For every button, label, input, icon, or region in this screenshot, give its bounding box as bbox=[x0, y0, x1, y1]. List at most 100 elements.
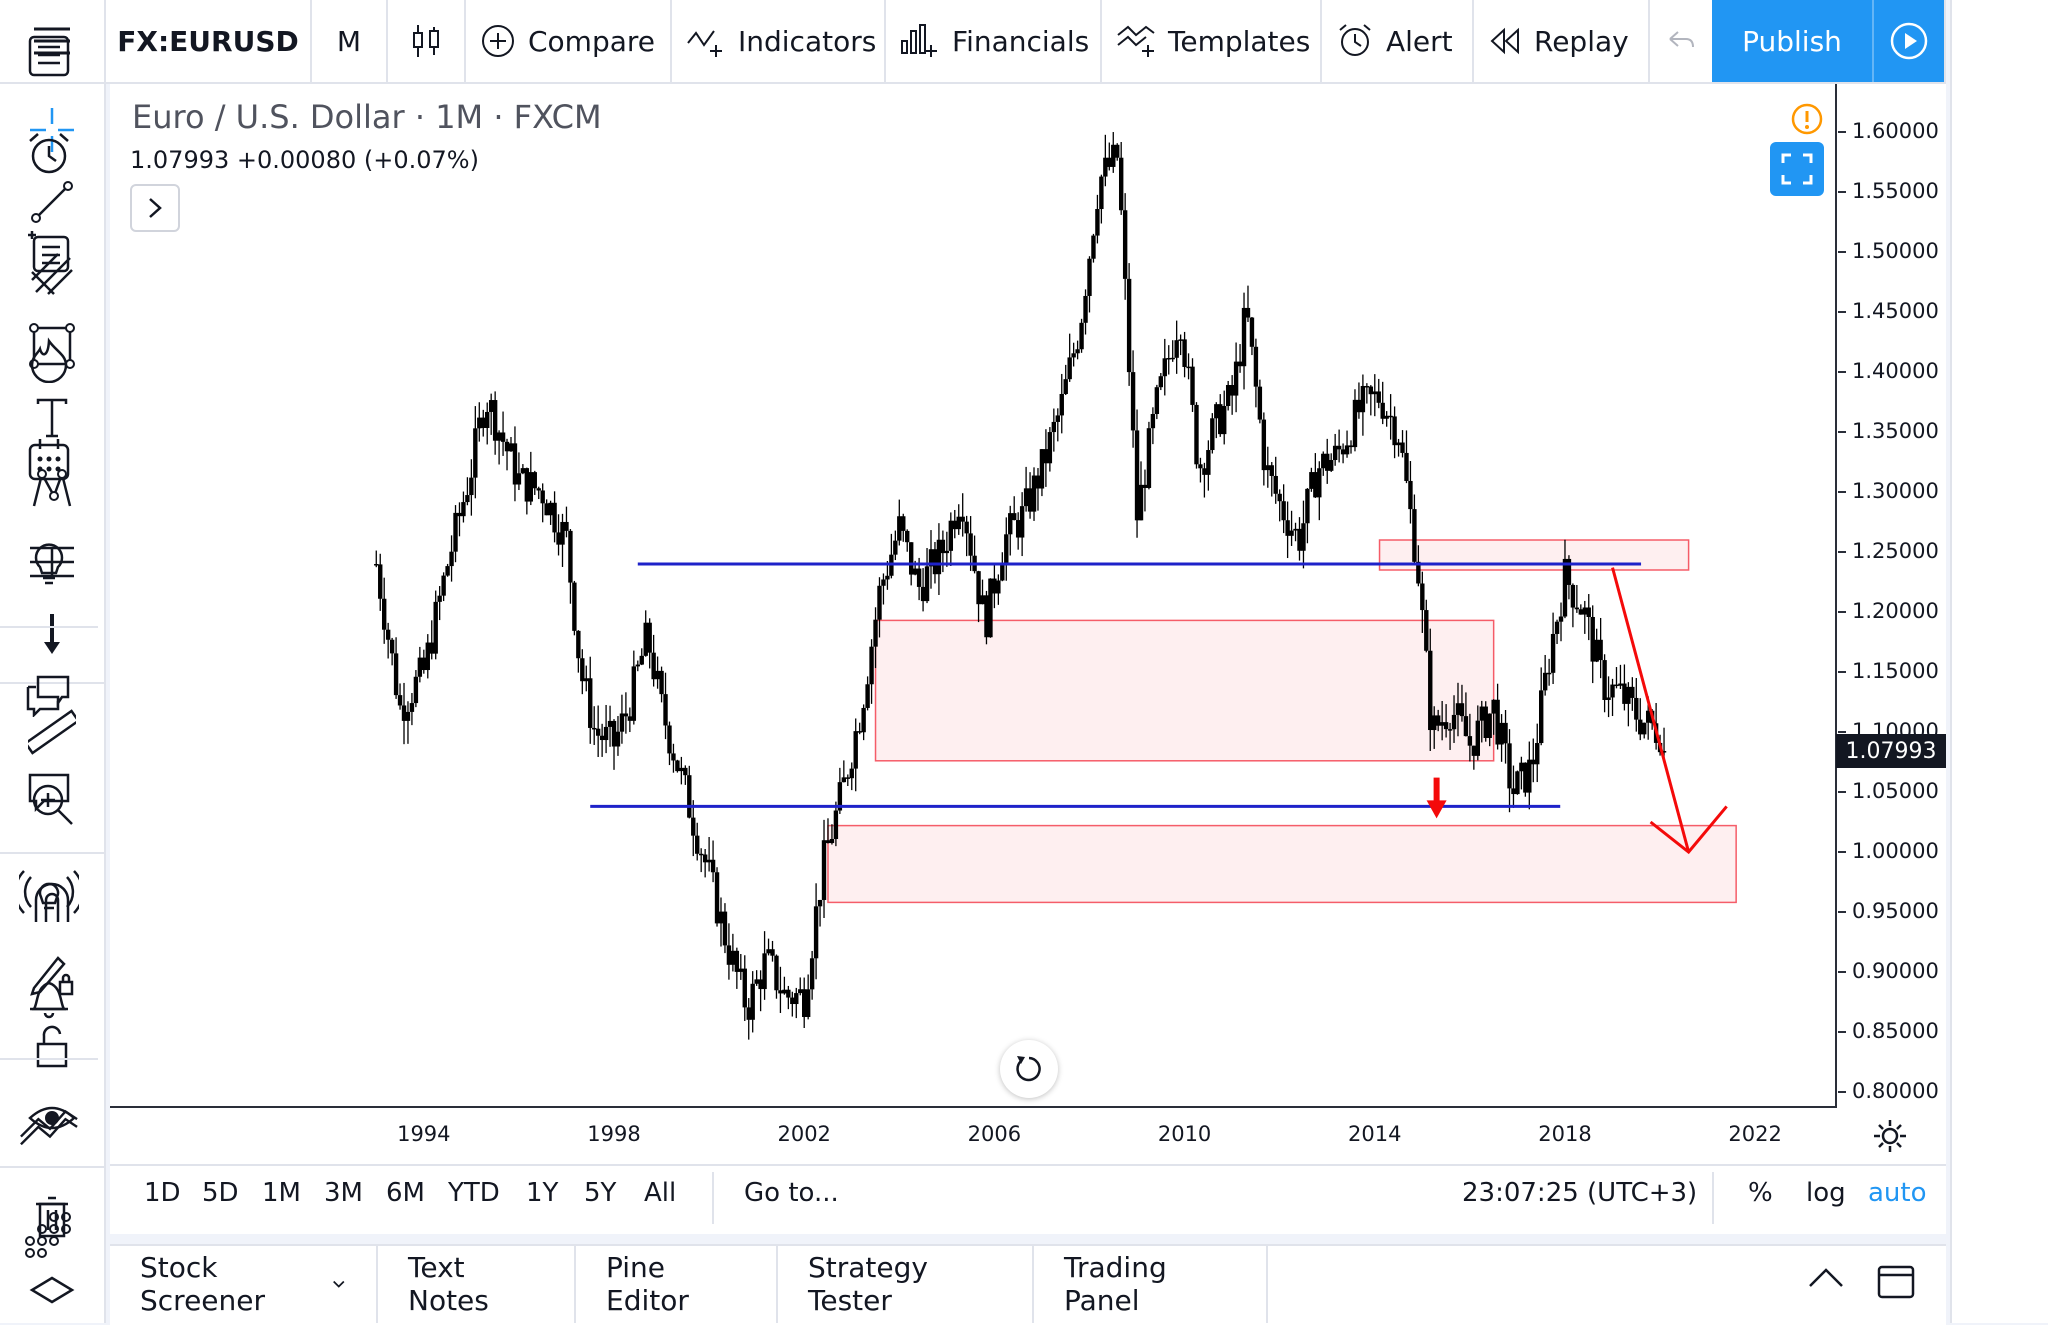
candle-body bbox=[825, 840, 831, 844]
range-button-1d[interactable]: 1D bbox=[144, 1178, 181, 1208]
auto-scale-toggle[interactable]: auto bbox=[1868, 1178, 1927, 1208]
percent-scale-toggle[interactable]: % bbox=[1748, 1178, 1773, 1208]
candle-body bbox=[865, 684, 870, 708]
indicators-button[interactable]: Indicators bbox=[672, 0, 886, 82]
replay-button[interactable]: Replay bbox=[1474, 0, 1650, 82]
clock-timezone[interactable]: 23:07:25 (UTC+3) bbox=[1462, 1178, 1698, 1208]
broadcast-idea-icon bbox=[19, 870, 79, 914]
data-window-icon bbox=[28, 231, 70, 273]
candle-body bbox=[1566, 558, 1572, 585]
collapse-panel-button[interactable] bbox=[1806, 1262, 1846, 1296]
measure-tool[interactable] bbox=[22, 702, 82, 762]
range-button-5d[interactable]: 5D bbox=[202, 1178, 239, 1208]
candle-body bbox=[738, 968, 744, 972]
publish-idea-play-button[interactable] bbox=[1872, 0, 1946, 82]
ideas-stream-button[interactable] bbox=[19, 532, 79, 592]
tab-pine-editor[interactable]: Pine Editor bbox=[576, 1244, 778, 1323]
candle-body bbox=[746, 1007, 751, 1020]
trend-line-tool[interactable] bbox=[22, 172, 82, 232]
symbol-search-button[interactable]: FX:EURUSD bbox=[106, 0, 312, 82]
dom-button[interactable] bbox=[19, 1204, 79, 1264]
candle-body bbox=[473, 428, 478, 478]
range-button-all[interactable]: All bbox=[644, 1178, 677, 1208]
candle-body bbox=[782, 989, 787, 994]
candle-body bbox=[1376, 391, 1381, 403]
lock-all-drawings-tool[interactable] bbox=[22, 1016, 82, 1076]
candle-body bbox=[441, 575, 446, 596]
legend-expand-button[interactable] bbox=[130, 184, 180, 232]
candle-body bbox=[1008, 513, 1013, 535]
candle-body bbox=[595, 728, 601, 736]
data-warning-icon[interactable] bbox=[1790, 102, 1824, 140]
refresh-icon bbox=[1016, 1056, 1041, 1082]
undo-button[interactable] bbox=[1650, 0, 1712, 82]
fullscreen-button[interactable] bbox=[1770, 142, 1824, 196]
tab-text-notes[interactable]: Text Notes bbox=[378, 1244, 576, 1323]
menu-button[interactable] bbox=[0, 0, 106, 82]
candle-body bbox=[817, 899, 823, 907]
candle-body bbox=[421, 657, 427, 671]
candle-body bbox=[639, 655, 644, 665]
tab-trading-panel[interactable]: Trading Panel bbox=[1034, 1244, 1268, 1323]
candle-body bbox=[1574, 607, 1580, 610]
candle-body bbox=[1146, 428, 1152, 488]
alert-button[interactable]: Alert bbox=[1322, 0, 1474, 82]
lock-drawing-mode-tool[interactable] bbox=[22, 944, 82, 1004]
tab-stock-screener[interactable]: Stock Screener bbox=[110, 1244, 378, 1323]
candle-body bbox=[461, 502, 466, 517]
range-button-6m[interactable]: 6M bbox=[386, 1178, 425, 1208]
candle-body bbox=[599, 735, 605, 741]
price-tick-label: 1.35000 bbox=[1838, 419, 1939, 443]
alerts-button[interactable] bbox=[19, 124, 79, 184]
text-tool[interactable] bbox=[22, 388, 82, 448]
notifications-button[interactable] bbox=[19, 966, 79, 1026]
chart-style-button[interactable] bbox=[388, 0, 466, 82]
financials-button[interactable]: Financials bbox=[886, 0, 1102, 82]
candle-body bbox=[469, 477, 474, 496]
candle-body bbox=[1535, 743, 1540, 765]
candle-body bbox=[1661, 751, 1667, 753]
candle-body bbox=[833, 810, 839, 839]
fib-tool[interactable] bbox=[22, 244, 82, 304]
templates-button[interactable]: Templates bbox=[1102, 0, 1322, 82]
tab-strategy-tester[interactable]: Strategy Tester bbox=[778, 1244, 1034, 1323]
chart-settings-button[interactable] bbox=[1872, 1118, 1908, 1158]
candle-body bbox=[1309, 472, 1314, 489]
range-button-1m[interactable]: 1M bbox=[262, 1178, 301, 1208]
candle-body bbox=[500, 432, 506, 442]
range-button-5y[interactable]: 5Y bbox=[584, 1178, 617, 1208]
candle-body bbox=[572, 582, 577, 631]
range-button-3m[interactable]: 3M bbox=[324, 1178, 363, 1208]
compare-button[interactable]: Compare bbox=[466, 0, 672, 82]
candle-body bbox=[1198, 464, 1203, 469]
watchlist-button[interactable] bbox=[19, 26, 79, 86]
range-button-1y[interactable]: 1Y bbox=[526, 1178, 559, 1208]
replay-label: Replay bbox=[1534, 24, 1629, 58]
trading-button[interactable] bbox=[19, 1094, 79, 1154]
candle-body bbox=[389, 639, 395, 654]
data-window-button[interactable] bbox=[19, 222, 79, 282]
range-button-ytd[interactable]: YTD bbox=[448, 1178, 500, 1208]
patterns-tool[interactable] bbox=[22, 460, 82, 520]
chart-title: Euro / U.S. Dollar · 1M · FXCM bbox=[132, 98, 602, 136]
go-to-date-button[interactable]: Go to... bbox=[744, 1178, 839, 1208]
reset-chart-button[interactable] bbox=[1000, 1040, 1058, 1098]
interval-button[interactable]: M bbox=[312, 0, 388, 82]
streams-button[interactable] bbox=[19, 862, 79, 922]
arrow-tool[interactable] bbox=[22, 604, 82, 664]
crosshair-tool[interactable] bbox=[22, 100, 82, 160]
private-chats-button[interactable] bbox=[19, 762, 79, 822]
candle-body bbox=[381, 598, 387, 630]
candle-body bbox=[1047, 432, 1053, 464]
log-scale-toggle[interactable]: log bbox=[1806, 1178, 1846, 1208]
calendar-button[interactable] bbox=[19, 430, 79, 490]
publish-button[interactable]: Publish bbox=[1712, 0, 1872, 82]
object-tree-tool[interactable] bbox=[22, 1262, 82, 1322]
candle-body bbox=[794, 993, 799, 1005]
maximize-panel-button[interactable] bbox=[1876, 1264, 1916, 1304]
chats-button[interactable] bbox=[19, 664, 79, 724]
candle-body bbox=[1507, 743, 1512, 789]
hotlists-button[interactable] bbox=[19, 330, 79, 390]
candle-body bbox=[770, 949, 775, 956]
candle-body bbox=[1451, 714, 1457, 730]
